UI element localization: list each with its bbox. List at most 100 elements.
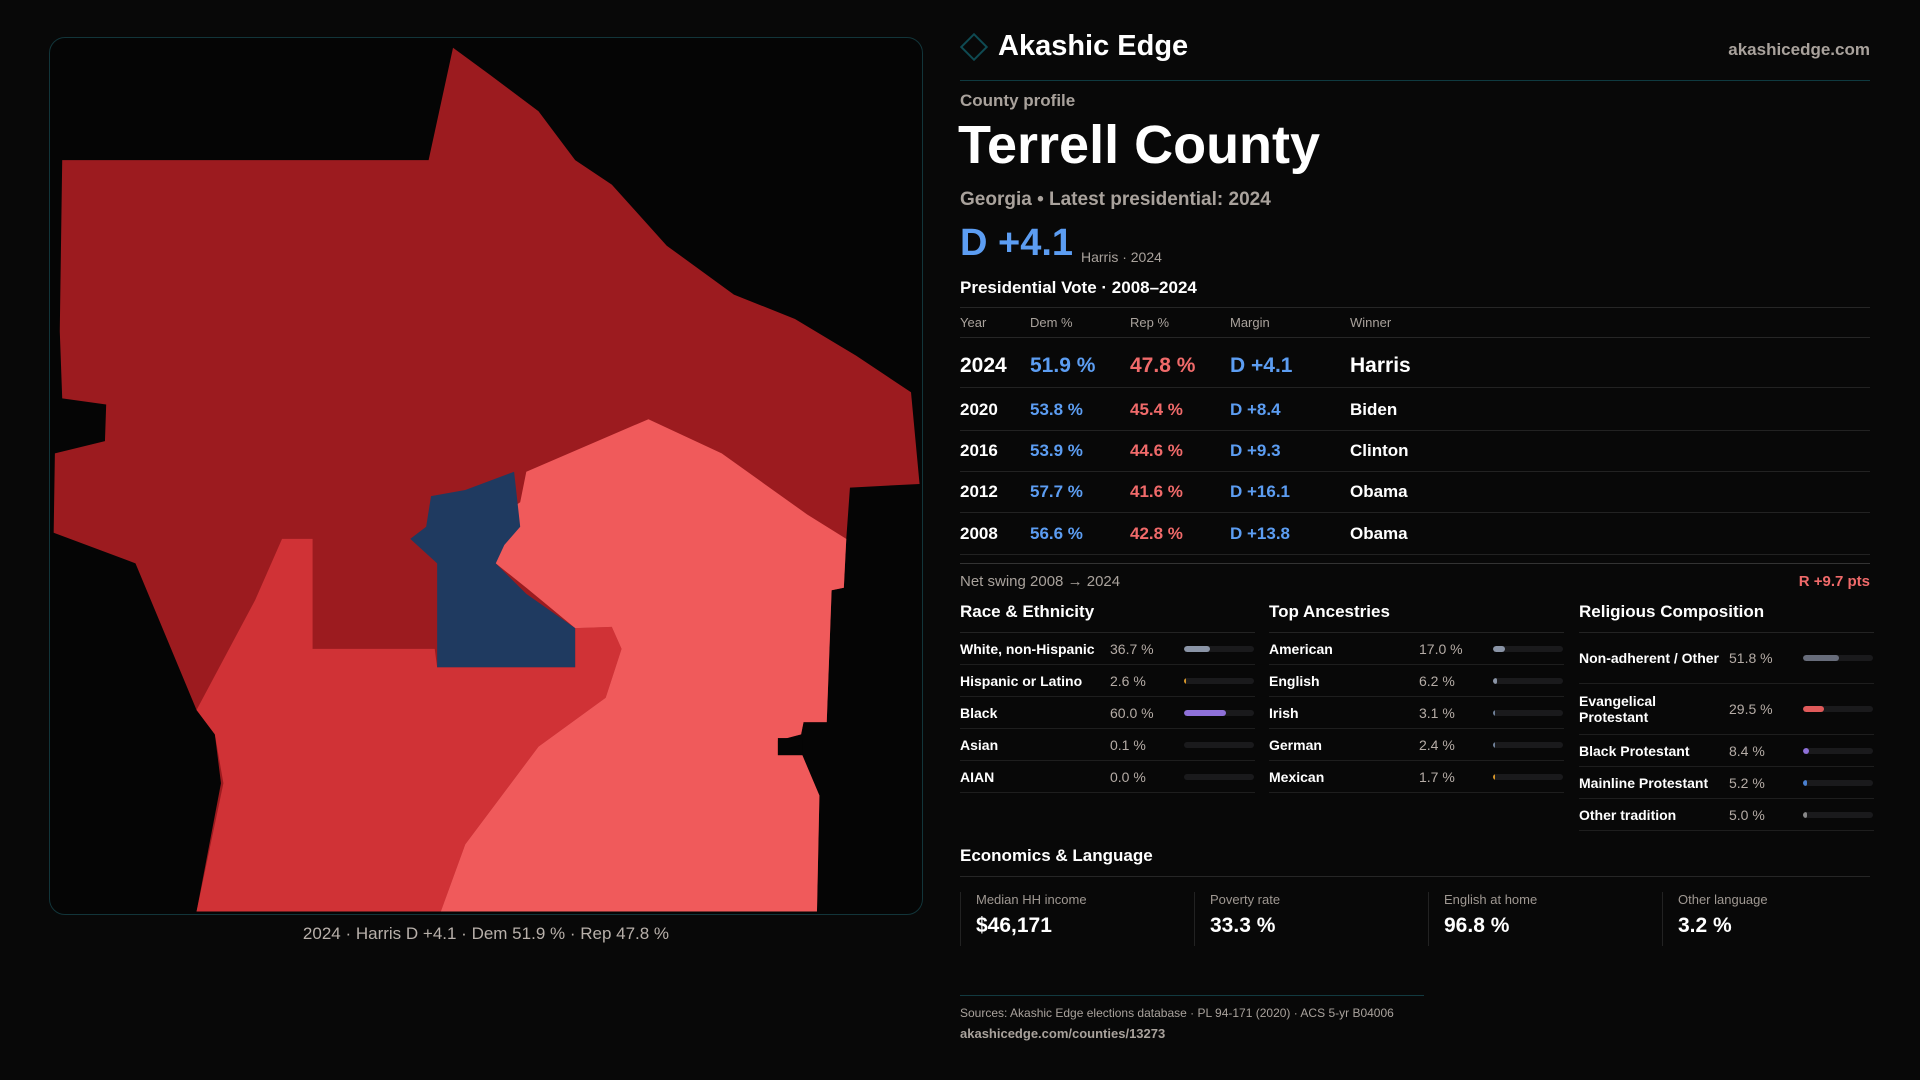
row-label: Mexican [1269, 768, 1325, 785]
vote-rep: 42.8 % [1130, 524, 1183, 543]
diamond-icon [959, 32, 989, 61]
religion-section: Religious Composition Non-adherent / Othe… [1579, 602, 1874, 831]
vote-dem: 53.9 % [1030, 441, 1083, 460]
row-value: 2.6 % [1110, 672, 1146, 689]
vote-dem: 53.8 % [1030, 400, 1083, 419]
religion-row: Black Protestant 8.4 % [1579, 735, 1874, 767]
vote-dem: 51.9 % [1030, 353, 1096, 377]
stat-card: Median HH income $46,171 [960, 892, 1194, 946]
bar-fill [1803, 655, 1840, 661]
col-rep: Rep % [1130, 314, 1170, 330]
row-value: 6.2 % [1419, 672, 1455, 689]
vote-margin: D +16.1 [1230, 482, 1291, 501]
religion-row: Mainline Protestant 5.2 % [1579, 767, 1874, 799]
vote-rep: 45.4 % [1130, 400, 1183, 419]
headline-margin-note: Harris · 2024 [1081, 249, 1162, 265]
race-heading: Race & Ethnicity [960, 602, 1095, 621]
vote-winner: Clinton [1350, 441, 1409, 460]
bar-track [1493, 709, 1563, 716]
vote-year: 2008 [960, 524, 998, 543]
vote-year: 2012 [960, 482, 998, 501]
row-label: American [1269, 640, 1333, 657]
vote-year: 2016 [960, 441, 998, 460]
ancestry-row: American 17.0 % [1269, 633, 1564, 665]
bar-fill [1493, 645, 1505, 652]
row-value: 8.4 % [1729, 742, 1765, 759]
religion-row: Evangelical Protestant 29.5 % [1579, 684, 1874, 735]
bar-fill [1493, 677, 1498, 684]
bar-fill [1493, 709, 1496, 716]
vote-year: 2024 [960, 353, 1007, 377]
row-value: 3.1 % [1419, 704, 1455, 721]
vote-row: 2024 51.9 % 47.8 % D +4.1 Harris [960, 344, 1870, 388]
bar-track [1184, 773, 1254, 780]
row-label: Mainline Protestant [1579, 774, 1709, 791]
row-label: Black Protestant [1579, 742, 1690, 759]
vote-row: 2012 57.7 % 41.6 % D +16.1 Obama [960, 472, 1870, 513]
race-row: White, non-Hispanic 36.7 % [960, 633, 1255, 665]
headline-margin: D +4.1 [960, 222, 1074, 264]
stat-card: Poverty rate 33.3 % [1194, 892, 1428, 946]
race-row: AIAN 0.0 % [960, 761, 1255, 793]
vote-margin: D +8.4 [1230, 400, 1281, 419]
bar-track [1184, 709, 1254, 716]
bar-track [1493, 773, 1563, 780]
bar-track [1493, 741, 1563, 748]
vote-rep: 44.6 % [1130, 441, 1183, 460]
vote-dem: 57.7 % [1030, 482, 1083, 501]
vote-winner: Obama [1350, 524, 1408, 543]
brand-logo[interactable]: Akashic Edge [959, 30, 1188, 63]
bar-track [1803, 747, 1873, 754]
footer-divider [960, 995, 1424, 996]
bar-fill [1493, 741, 1495, 748]
col-winner: Winner [1350, 314, 1392, 330]
vote-row: 2020 53.8 % 45.4 % D +8.4 Biden [960, 390, 1870, 431]
vote-row: 2016 53.9 % 44.6 % D +9.3 Clinton [960, 431, 1870, 472]
religion-heading: Religious Composition [1579, 602, 1765, 621]
bar-track [1803, 779, 1873, 786]
footer-url[interactable]: akashicedge.com/counties/13273 [960, 1026, 1166, 1041]
race-row: Black 60.0 % [960, 697, 1255, 729]
county-map[interactable] [49, 37, 923, 915]
vote-margin: D +13.8 [1230, 524, 1291, 543]
stat-value: 96.8 % [1444, 914, 1510, 937]
stat-value: 33.3 % [1210, 914, 1276, 937]
row-value: 5.2 % [1729, 774, 1765, 791]
ancestry-row: German 2.4 % [1269, 729, 1564, 761]
religion-row: Other tradition 5.0 % [1579, 799, 1874, 831]
row-label: White, non-Hispanic [960, 640, 1095, 657]
ancestry-row: Irish 3.1 % [1269, 697, 1564, 729]
bar-track [1184, 677, 1254, 684]
bar-track [1493, 645, 1563, 652]
bar-fill [1493, 773, 1495, 780]
row-value: 1.7 % [1419, 768, 1455, 785]
stat-label: Other language [1678, 892, 1768, 907]
row-label: German [1269, 736, 1322, 753]
vote-winner: Obama [1350, 482, 1408, 501]
vote-margin: D +9.3 [1230, 441, 1281, 460]
ancestry-section: Top Ancestries American 17.0 % English 6.2 %… [1269, 602, 1564, 793]
row-value: 5.0 % [1729, 806, 1765, 823]
col-year: Year [960, 314, 987, 330]
vote-year: 2020 [960, 400, 998, 419]
page-subtitle: Georgia • Latest presidential: 2024 [960, 189, 1271, 210]
precinct-dawson[interactable] [410, 471, 576, 668]
bar-fill [1803, 779, 1807, 786]
row-value: 17.0 % [1419, 640, 1463, 657]
stat-card: English at home 96.8 % [1428, 892, 1662, 946]
precinct-southwest[interactable] [196, 538, 622, 912]
precinct-east[interactable] [440, 419, 847, 912]
bar-fill [1184, 742, 1186, 748]
site-link[interactable]: akashicedge.com [1728, 40, 1870, 59]
bar-track [1803, 655, 1873, 661]
col-dem: Dem % [1030, 314, 1073, 330]
bar-fill [1803, 747, 1809, 754]
row-label: Asian [960, 736, 999, 753]
vote-rep: 41.6 % [1130, 482, 1183, 501]
row-value: 51.8 % [1729, 650, 1773, 666]
row-value: 36.7 % [1110, 640, 1154, 657]
row-value: 0.0 % [1110, 768, 1146, 785]
race-row: Asian 0.1 % [960, 729, 1255, 761]
economics-heading: Economics & Language [960, 846, 1153, 865]
bar-fill [1803, 811, 1807, 818]
